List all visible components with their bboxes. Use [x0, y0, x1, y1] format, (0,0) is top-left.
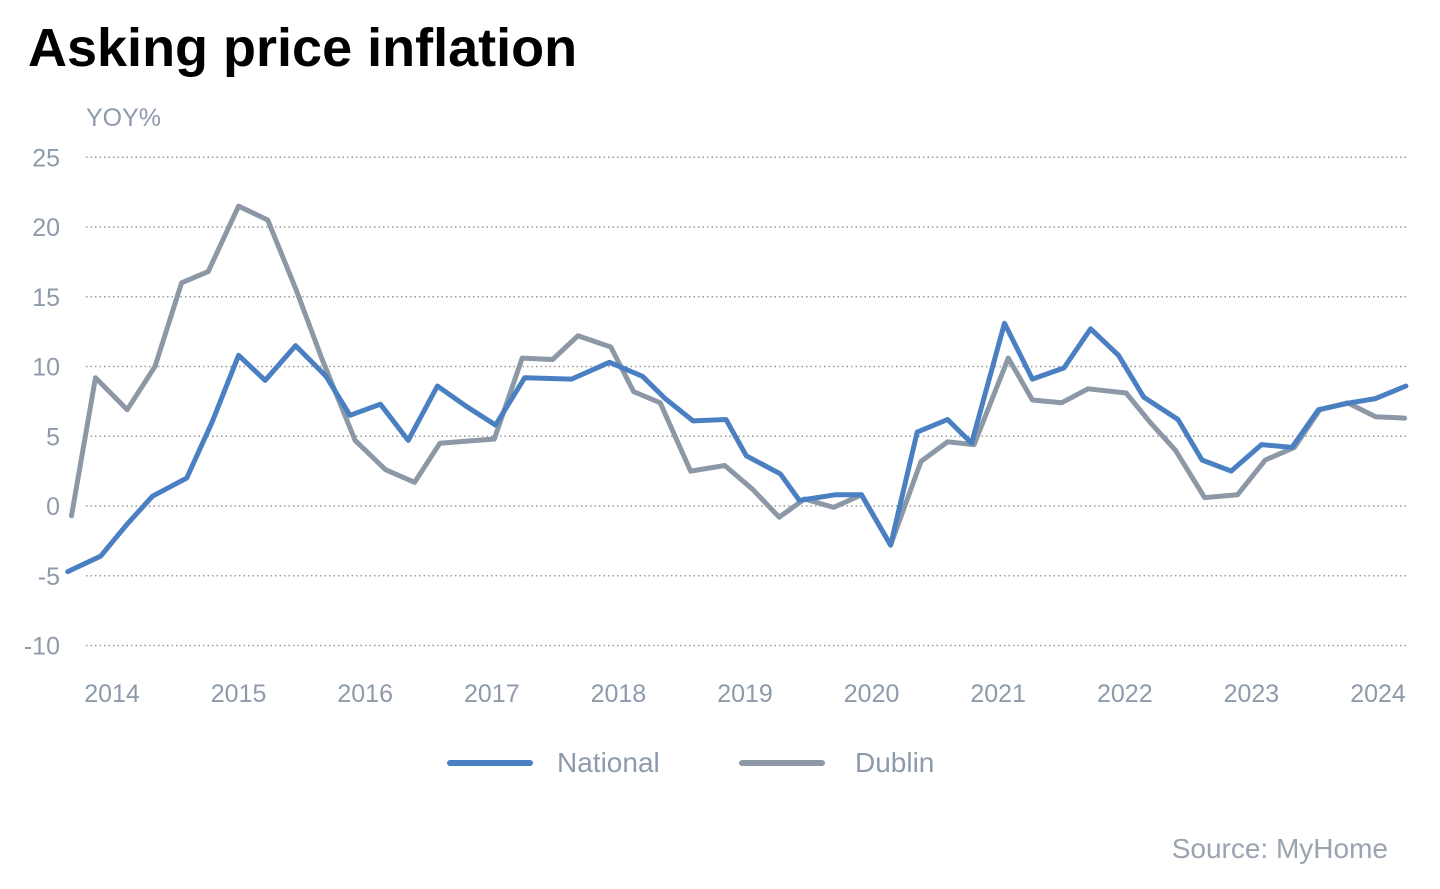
x-tick-label: 2016	[337, 680, 393, 708]
source-note: Source: MyHome	[1172, 833, 1388, 864]
y-tick-label: 0	[46, 493, 60, 521]
x-tick-label: 2015	[211, 680, 267, 708]
x-tick-label: 2018	[591, 680, 647, 708]
legend-label: Dublin	[855, 747, 934, 778]
x-tick-label: 2022	[1097, 680, 1153, 708]
series-line-national	[65, 320, 1409, 575]
y-tick-label: 25	[32, 144, 60, 172]
series-line-dublin	[69, 203, 1408, 548]
x-tick-label: 2017	[464, 680, 520, 708]
x-tick-label: 2021	[970, 680, 1026, 708]
chart-title: Asking price inflation	[28, 18, 577, 78]
y-tick-label: 15	[32, 284, 60, 312]
x-tick-label: 2020	[844, 680, 900, 708]
x-tick-label: 2014	[84, 680, 140, 708]
legend-item-national: National	[447, 747, 660, 778]
x-tick-label: 2024	[1350, 680, 1406, 708]
y-tick-label: 20	[32, 214, 60, 242]
y-tick-label: -5	[38, 563, 60, 591]
legend-label: National	[557, 747, 660, 778]
x-tick-label: 2023	[1224, 680, 1280, 708]
x-tick-label: 2019	[717, 680, 773, 708]
y-axis-unit-label: YOY%	[86, 104, 161, 132]
y-tick-label: -10	[24, 633, 60, 661]
y-tick-label: 10	[32, 354, 60, 382]
y-tick-label: 5	[46, 423, 60, 451]
legend-item-dublin: Dublin	[739, 747, 934, 778]
